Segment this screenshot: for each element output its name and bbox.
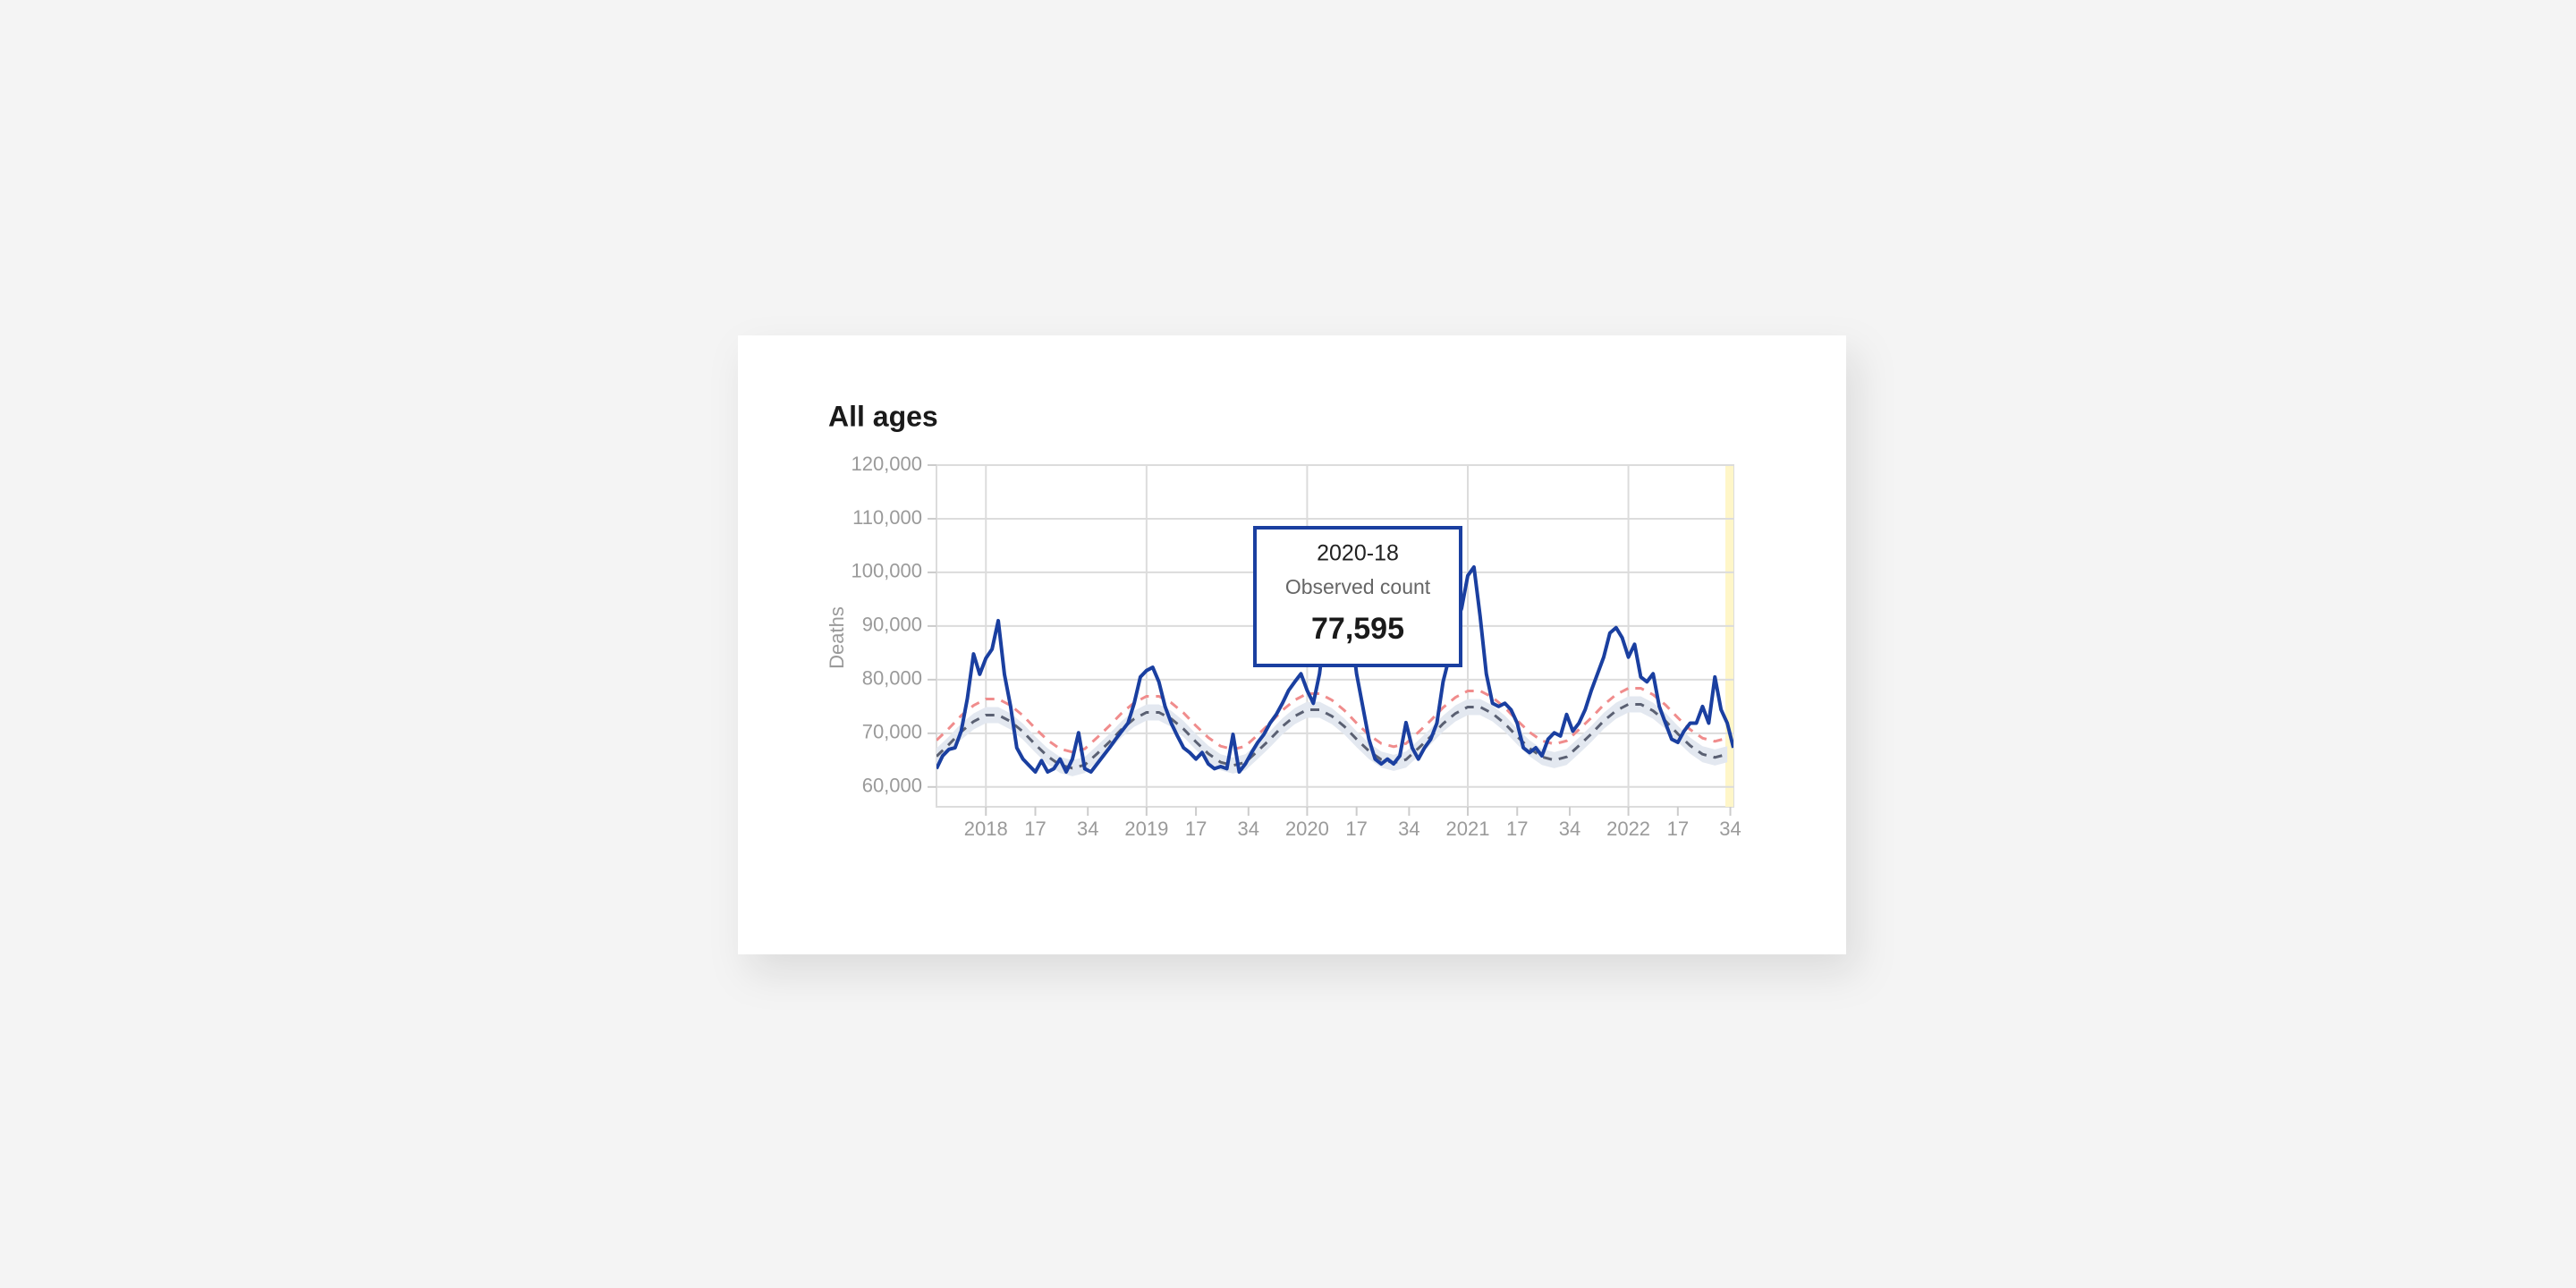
x-tick-label: 34 [1238, 818, 1259, 840]
tooltip-value: 77,595 [1311, 612, 1404, 646]
x-tick-label: 2018 [964, 818, 1008, 840]
x-tick-label: 34 [1077, 818, 1098, 840]
highlight-strip [1725, 465, 1733, 807]
y-tick-label: 110,000 [852, 506, 922, 529]
x-tick-label: 2020 [1285, 818, 1329, 840]
y-tick-label: 70,000 [862, 721, 922, 743]
y-tick-label: 60,000 [862, 775, 922, 797]
chart-title: All ages [828, 400, 938, 432]
tooltip-box [1253, 526, 1462, 667]
x-tick-label: 17 [1345, 818, 1367, 840]
y-tick-label: 90,000 [862, 614, 922, 636]
x-tick-label: 2019 [1124, 818, 1168, 840]
tooltip: 2020-18 Observed count 77,595 [1253, 526, 1462, 667]
x-tick-label: 17 [1506, 818, 1528, 840]
x-tick-label: 2022 [1606, 818, 1650, 840]
x-tick-label: 34 [1398, 818, 1419, 840]
x-tick-label: 2021 [1446, 818, 1490, 840]
expected-band [936, 696, 1728, 776]
x-tick-label: 34 [1719, 818, 1741, 840]
x-tick-label: 34 [1559, 818, 1580, 840]
x-tick-label: 17 [1667, 818, 1689, 840]
x-tick-label: 17 [1024, 818, 1046, 840]
y-tick-label: 100,000 [851, 560, 922, 582]
y-axis-label: Deaths [826, 606, 848, 669]
reference-line [936, 686, 1728, 754]
y-tick-label: 80,000 [862, 667, 922, 690]
x-tick-label: 17 [1185, 818, 1207, 840]
tooltip-title: 2020-18 [1317, 541, 1399, 566]
axes: 60,000 70,000 80,000 90,000 100,000 110,000 12… [851, 453, 1741, 840]
y-tick-label: 120,000 [851, 453, 922, 475]
tooltip-metric: Observed count [1285, 575, 1431, 598]
